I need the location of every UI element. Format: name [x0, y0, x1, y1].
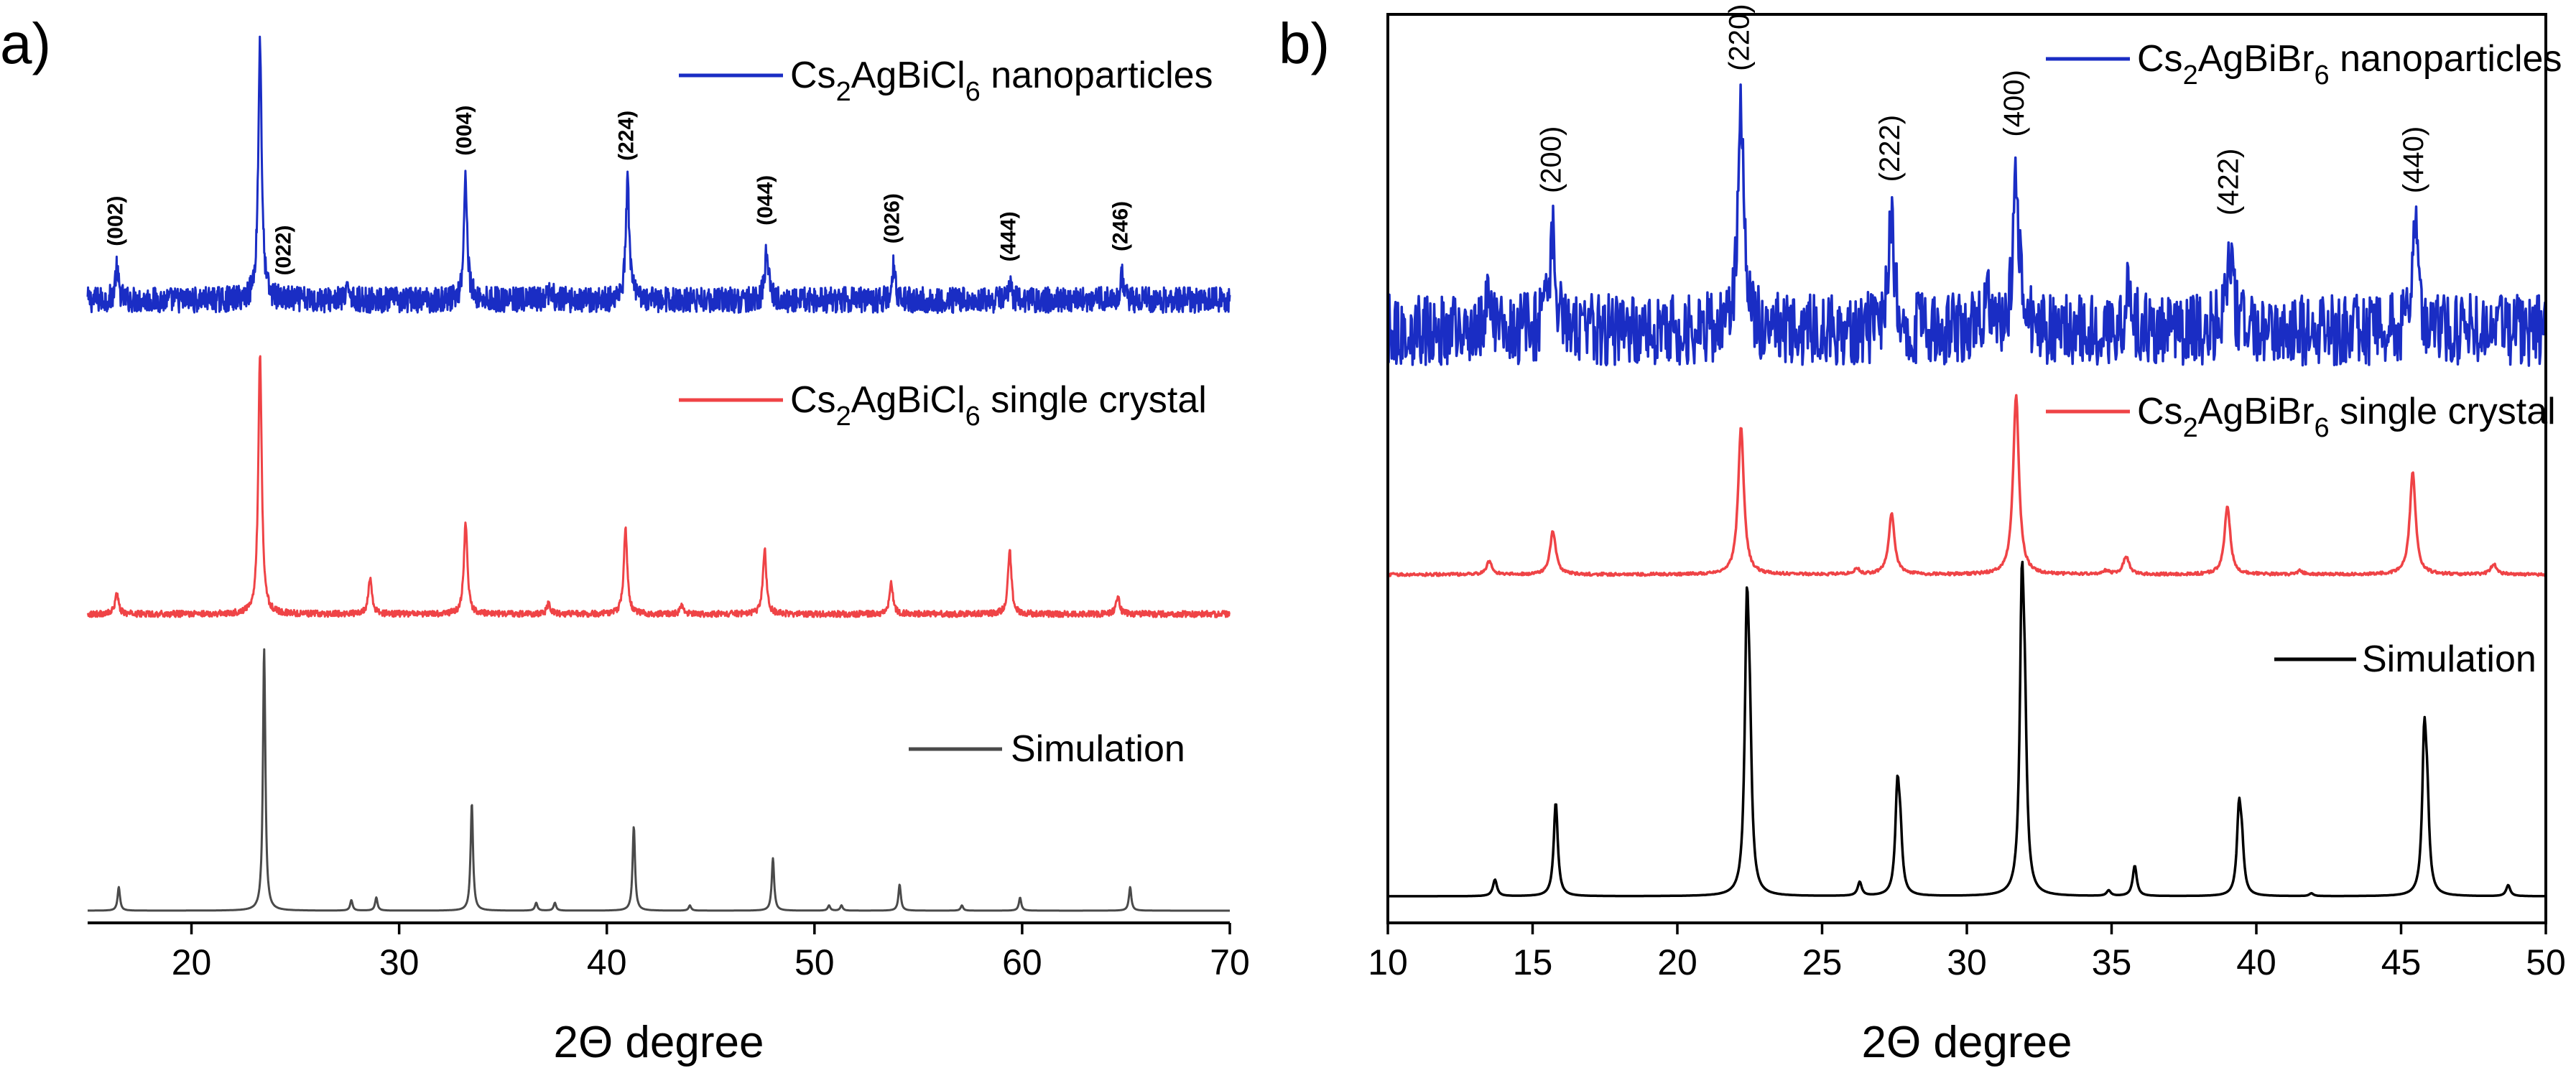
x-tick-label: 50	[2526, 942, 2566, 982]
peak-label-422: (422)	[2213, 149, 2244, 215]
panel-a-legend: Cs2AgBiCl6 nanoparticles Cs2AgBiCl6 sing…	[679, 55, 1213, 770]
x-tick-label: 60	[1002, 942, 1042, 982]
panel-a: a) (002) (022) (004) (224) (044) (026) (444) (2…	[0, 11, 1250, 1067]
peak-label-400: (400)	[1998, 70, 2030, 136]
panel-a-legend-nanoparticles-label: Cs2AgBiCl6 nanoparticles	[790, 55, 1213, 107]
peak-label-026: (026)	[881, 193, 904, 243]
panel-a-x-ticks: 20 30 40 50 60 70	[172, 923, 1250, 982]
panel-b-x-ticks: 10 15 20 25 30 35 40 45 50	[1368, 923, 2566, 982]
x-tick-label: 70	[1210, 942, 1250, 982]
x-tick-label: 45	[2381, 942, 2422, 982]
x-tick-label: 30	[379, 942, 420, 982]
peak-label-440: (440)	[2398, 126, 2429, 193]
panel-b-label: b)	[1279, 11, 1330, 75]
x-tick-label: 35	[2092, 942, 2132, 982]
x-tick-label: 50	[794, 942, 835, 982]
panel-a-x-axis-title: 2Θ degree	[554, 1018, 764, 1067]
x-tick-label: 10	[1368, 942, 1408, 982]
x-tick-label: 15	[1513, 942, 1553, 982]
panel-a-label: a)	[0, 11, 51, 75]
panel-b-peak-labels: (200)(220)(222)(400)(422) (440)	[1535, 4, 2429, 215]
peak-label-444: (444)	[997, 211, 1021, 261]
panel-b-nanoparticles-line	[1386, 83, 2547, 367]
x-tick-label: 30	[1947, 942, 1987, 982]
panel-a-single-crystal-line	[86, 355, 1231, 618]
panel-b-x-axis-title: 2Θ degree	[1862, 1018, 2072, 1067]
x-tick-label: 25	[1802, 942, 1843, 982]
x-tick-label: 40	[587, 942, 627, 982]
panel-b: b) (200)(220)(222)(400)(422) (440) Cs2AgB…	[1279, 4, 2566, 1067]
peak-label-004: (004)	[453, 106, 476, 156]
peak-label-246: (246)	[1109, 201, 1133, 251]
panel-a-legend-single-crystal-label: Cs2AgBiCl6 single crystal	[790, 379, 1207, 432]
panel-b-legend-nanoparticles-label: Cs2AgBiBr6 nanoparticles	[2137, 38, 2562, 90]
x-tick-label: 20	[1657, 942, 1697, 982]
panel-a-series	[86, 35, 1231, 912]
peak-label-022: (022)	[272, 225, 296, 275]
peak-label-200: (200)	[1535, 126, 1567, 193]
panel-b-legend: Cs2AgBiBr6 nanoparticles Cs2AgBiBr6 sing…	[2046, 38, 2562, 680]
x-tick-label: 40	[2236, 942, 2276, 982]
peak-label-224: (224)	[615, 111, 639, 161]
panel-b-single-crystal-line	[1387, 394, 2547, 577]
panel-b-series	[1386, 83, 2547, 898]
panel-b-legend-simulation-label: Simulation	[2362, 638, 2536, 680]
peak-label-002: (002)	[103, 196, 127, 246]
x-tick-label: 20	[172, 942, 212, 982]
panel-b-simulation-line	[1387, 560, 2547, 898]
peak-label-044: (044)	[754, 175, 777, 226]
peak-label-222: (222)	[1874, 115, 1906, 182]
panel-a-simulation-line	[87, 648, 1231, 912]
panel-a-nanoparticles-line	[86, 35, 1231, 315]
panel-b-legend-single-crystal-label: Cs2AgBiBr6 single crystal	[2137, 391, 2556, 443]
panel-a-peak-labels: (002) (022) (004) (224) (044) (026) (444) (246)	[103, 106, 1132, 276]
panel-a-legend-simulation-label: Simulation	[1011, 728, 1185, 770]
